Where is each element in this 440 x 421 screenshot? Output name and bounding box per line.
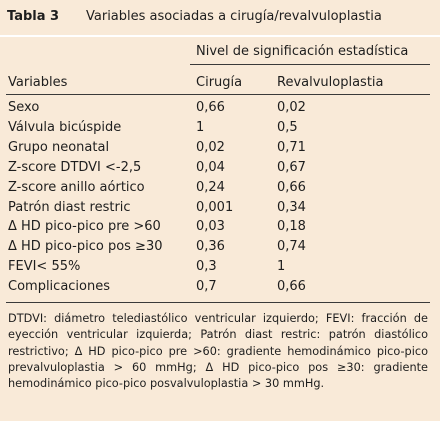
row-cirugia-value: 0,03: [196, 219, 225, 234]
header-rule: [6, 94, 430, 95]
row-revalvuloplastia-value: 0,34: [277, 200, 306, 215]
row-cirugia-value: 0,36: [196, 239, 225, 254]
row-revalvuloplastia-value: 0,67: [277, 160, 306, 175]
row-cirugia-value: 0,66: [196, 100, 225, 115]
row-variable: Δ HD pico-pico pos ≥30: [8, 239, 163, 254]
row-variable: Patrón diast restric: [8, 200, 131, 215]
row-revalvuloplastia-value: 1: [277, 259, 286, 274]
table-title-bar: Tabla 3 Variables asociadas a cirugía/re…: [0, 0, 440, 37]
column-header-variables: Variables: [8, 75, 68, 90]
row-variable: Grupo neonatal: [8, 140, 110, 155]
row-revalvuloplastia-value: 0,74: [277, 239, 306, 254]
table-label: Tabla 3: [7, 9, 60, 24]
group-header-rule: [190, 64, 430, 65]
row-variable: FEVI< 55%: [8, 259, 81, 274]
row-cirugia-value: 0,7: [196, 279, 217, 294]
row-revalvuloplastia-value: 0,02: [277, 100, 306, 115]
row-revalvuloplastia-value: 0,18: [277, 219, 306, 234]
row-cirugia-value: 0,04: [196, 160, 225, 175]
row-cirugia-value: 0,001: [196, 200, 234, 215]
row-variable: Complicaciones: [8, 279, 111, 294]
row-revalvuloplastia-value: 0,5: [277, 120, 298, 135]
row-revalvuloplastia-value: 0,66: [277, 279, 306, 294]
row-variable: Z-score anillo aórtico: [8, 180, 145, 195]
row-variable: Δ HD pico-pico pre >60: [8, 219, 161, 234]
bottom-rule: [6, 302, 430, 303]
row-variable: Sexo: [8, 100, 40, 115]
row-revalvuloplastia-value: 0,71: [277, 140, 306, 155]
row-cirugia-value: 0,3: [196, 259, 217, 274]
row-revalvuloplastia-value: 0,66: [277, 180, 306, 195]
group-header: Nivel de significación estadística: [196, 44, 409, 59]
row-variable: Z-score DTDVI <-2,5: [8, 160, 142, 175]
row-variable: Válvula bicúspide: [8, 120, 122, 135]
row-cirugia-value: 0,24: [196, 180, 225, 195]
row-cirugia-value: 0,02: [196, 140, 225, 155]
table-footnote: DTDVI: diámetro telediastólico ventricul…: [8, 312, 428, 391]
column-header-revalvuloplastia: Revalvuloplastia: [277, 75, 384, 90]
row-cirugia-value: 1: [196, 120, 205, 135]
column-header-cirugia: Cirugía: [196, 75, 243, 90]
table-title: Variables asociadas a cirugía/revalvulop…: [86, 9, 382, 24]
